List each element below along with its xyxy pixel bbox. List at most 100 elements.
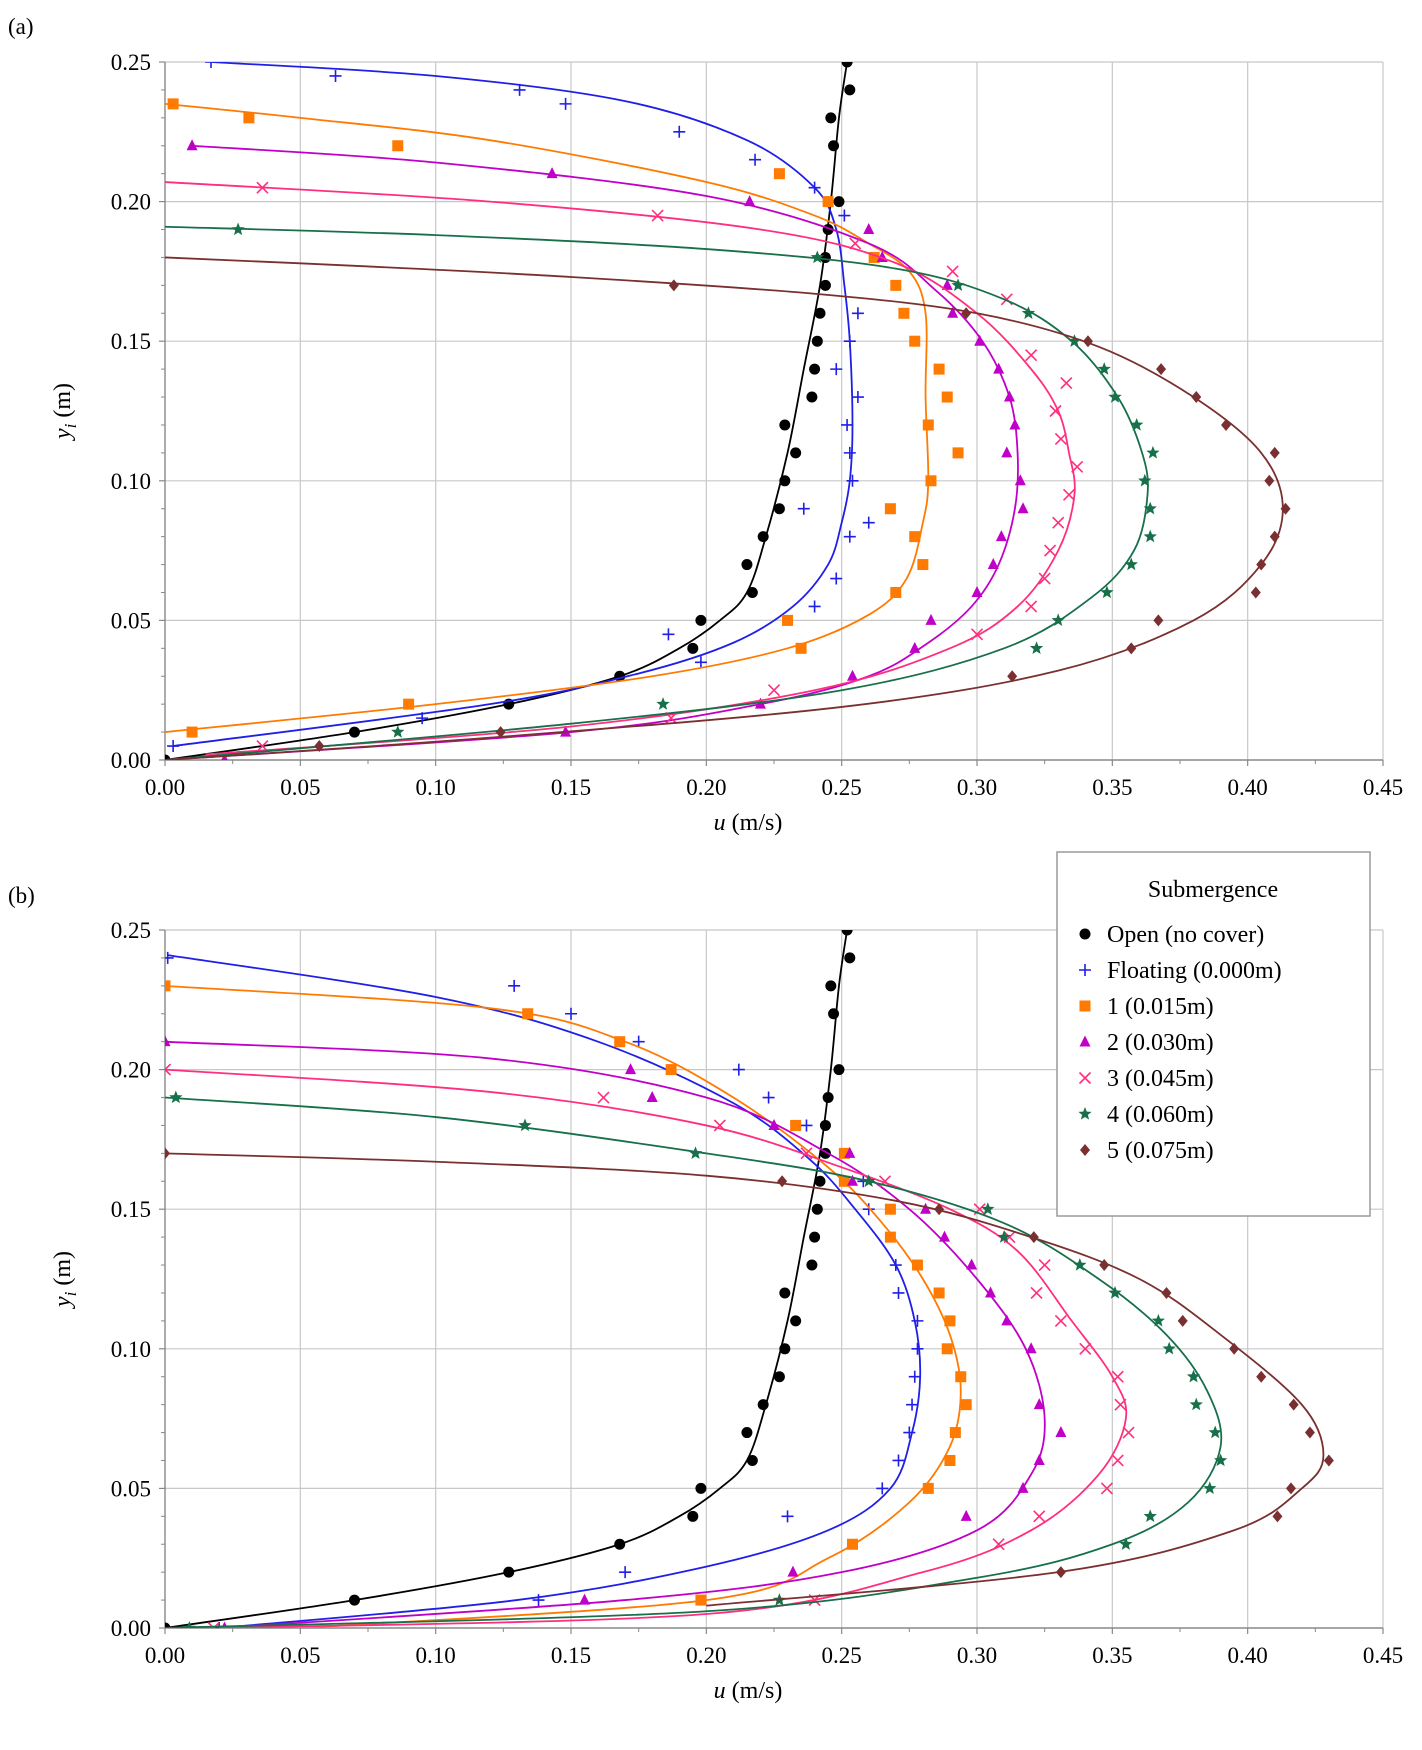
panel-a-point-3-0-045m xyxy=(1054,432,1067,445)
panel-a-point-open-no-cover xyxy=(819,279,831,291)
panel-b-plot-area xyxy=(165,930,1334,1628)
legend-marker-floating-0-000m xyxy=(1079,964,1091,976)
panel-a-point-open-no-cover xyxy=(841,62,853,68)
panel-a-point-2-0-030m xyxy=(987,558,999,570)
panel-b-point-floating-0-000m xyxy=(889,1259,902,1272)
panel-b-point-2-0-030m xyxy=(165,1035,171,1047)
panel-b-point-open-no-cover xyxy=(825,980,837,992)
panel-b-point-2-0-030m xyxy=(1017,1481,1029,1493)
legend-title: Submergence xyxy=(1148,877,1278,903)
panel-b-point-floating-0-000m xyxy=(906,1398,919,1411)
panel-a-point-3-0-045m xyxy=(651,209,664,222)
panel-b-point-5-0-075m xyxy=(165,1147,170,1160)
panel-a-point-3-0-045m xyxy=(1025,600,1038,613)
panel-b-point-3-0-045m xyxy=(1111,1370,1124,1383)
panel-a-point-4-0-060m xyxy=(1130,417,1144,431)
panel-b-xtick-label: 0.30 xyxy=(957,1643,997,1668)
panel-a-point-1-0-015m xyxy=(909,531,921,543)
panel-b-point-3-0-045m xyxy=(992,1538,1005,1551)
panel-b-chart: (b) 0.00 0.05 0.10 0.15 0.20 0.25 0.30 0.35 0.40 0… xyxy=(8,883,1403,1704)
panel-b-point-1-0-015m xyxy=(922,1482,934,1494)
panel-a-point-3-0-045m xyxy=(256,181,269,194)
panel-b-point-5-0-075m xyxy=(1304,1426,1315,1439)
panel-a-point-4-0-060m xyxy=(1124,557,1138,571)
panel-a-point-2-0-030m xyxy=(744,195,756,207)
panel-a-ytick-label: 0.10 xyxy=(111,469,151,494)
panel-b-ytick-label: 0.10 xyxy=(111,1337,151,1362)
panel-a-point-4-0-060m xyxy=(1097,362,1111,375)
panel-a-point-4-0-060m xyxy=(1100,585,1114,599)
panel-b-point-1-0-015m xyxy=(790,1119,802,1131)
panel-b-point-open-no-cover xyxy=(614,1538,626,1550)
panel-b-point-floating-0-000m xyxy=(213,1622,226,1628)
legend-box xyxy=(1056,851,1371,1217)
panel-b-point-4-0-060m xyxy=(1208,1425,1222,1439)
legend-label: 2 (0.030m) xyxy=(1107,1030,1214,1056)
panel-a-point-2-0-030m xyxy=(1001,446,1013,458)
panel-a-point-floating-0-000m xyxy=(851,391,864,404)
panel-b-point-3-0-045m xyxy=(1122,1426,1135,1439)
panel-a-point-floating-0-000m xyxy=(838,209,851,222)
panel-a-xlabel: u (m/s) xyxy=(714,810,783,836)
panel-a-point-4-0-060m xyxy=(1143,529,1157,543)
panel-a-fit-line-open-no-cover xyxy=(165,62,848,760)
panel-b-point-open-no-cover xyxy=(779,1343,791,1355)
panel-a-point-floating-0-000m xyxy=(416,712,429,725)
legend-label: 3 (0.045m) xyxy=(1107,1066,1214,1092)
panel-b-point-open-no-cover xyxy=(819,1119,831,1131)
panel-b-point-2-0-030m xyxy=(939,1230,951,1242)
panel-a-series-floating-0-000m xyxy=(167,62,875,753)
panel-a-point-floating-0-000m xyxy=(808,600,821,613)
panel-a-point-1-0-015m xyxy=(392,140,404,152)
panel-b-point-2-0-030m xyxy=(920,1202,932,1214)
panel-b-point-5-0-075m xyxy=(1272,1510,1283,1523)
panel-a-xtick-label: 0.35 xyxy=(1092,775,1132,800)
panel-b-point-2-0-030m xyxy=(966,1258,978,1270)
panel-b-fit-line-4-0-060m xyxy=(165,1096,1223,1628)
panel-b-xtick-label: 0.20 xyxy=(686,1643,726,1668)
panel-b-point-2-0-030m xyxy=(985,1286,997,1298)
panel-a-xtick-label: 0.45 xyxy=(1363,775,1403,800)
panel-b-point-3-0-045m xyxy=(1079,1342,1092,1355)
panel-a-point-floating-0-000m xyxy=(329,69,342,82)
panel-a-point-1-0-015m xyxy=(403,698,415,710)
panel-a-point-5-0-075m xyxy=(961,307,972,320)
panel-b-point-open-no-cover xyxy=(165,1622,171,1628)
panel-b-series-floating-0-000m xyxy=(165,951,924,1628)
panel-b-point-5-0-075m xyxy=(1028,1231,1039,1244)
panel-a-point-4-0-060m xyxy=(1021,306,1036,319)
panel-a-point-open-no-cover xyxy=(757,531,769,543)
panel-a-point-open-no-cover xyxy=(806,391,818,403)
panel-b-series-5-0-075m xyxy=(165,1147,1334,1607)
panel-a-point-open-no-cover xyxy=(814,307,826,319)
panel-b-point-open-no-cover xyxy=(822,1092,834,1104)
panel-a-xtick-label: 0.10 xyxy=(416,775,456,800)
panel-a-point-open-no-cover xyxy=(687,642,699,654)
panel-a-point-4-0-060m xyxy=(1029,641,1044,654)
panel-a-point-2-0-030m xyxy=(863,223,875,235)
panel-a-point-5-0-075m xyxy=(314,740,325,753)
panel-b-point-2-0-030m xyxy=(844,1146,856,1158)
panel-a-chart: (a) 0.00 0.05 0.10 0.15 0.20 0.25 0.30 0.35 0.40 0… xyxy=(8,14,1403,836)
panel-a-point-2-0-030m xyxy=(971,585,983,597)
panel-a-point-2-0-030m xyxy=(993,362,1005,374)
panel-b-point-floating-0-000m xyxy=(565,1007,577,1020)
panel-b-point-floating-0-000m xyxy=(619,1566,632,1579)
panel-a-point-4-0-060m xyxy=(1108,390,1122,403)
panel-a-point-3-0-045m xyxy=(970,628,984,641)
panel-b-point-1-0-015m xyxy=(944,1315,956,1327)
panel-b-point-1-0-015m xyxy=(944,1454,956,1466)
panel-a-point-floating-0-000m xyxy=(830,363,843,376)
panel-a-point-open-no-cover xyxy=(844,84,856,96)
panel-a-point-4-0-060m xyxy=(391,725,405,738)
panel-b-point-2-0-030m xyxy=(1055,1426,1067,1438)
panel-a-point-1-0-015m xyxy=(773,168,785,180)
panel-b-point-3-0-045m xyxy=(1030,1286,1043,1300)
panel-a-point-3-0-045m xyxy=(1071,460,1084,473)
panel-b-point-5-0-075m xyxy=(1323,1454,1334,1467)
panel-b-fit-line-open-no-cover xyxy=(165,930,848,1628)
panel-a-point-1-0-015m xyxy=(890,279,902,291)
legend-item-2-0-030m: 2 (0.030m) xyxy=(1079,1030,1214,1056)
panel-a-point-3-0-045m xyxy=(256,739,269,753)
panel-b-ytick-label: 0.05 xyxy=(111,1476,151,1501)
